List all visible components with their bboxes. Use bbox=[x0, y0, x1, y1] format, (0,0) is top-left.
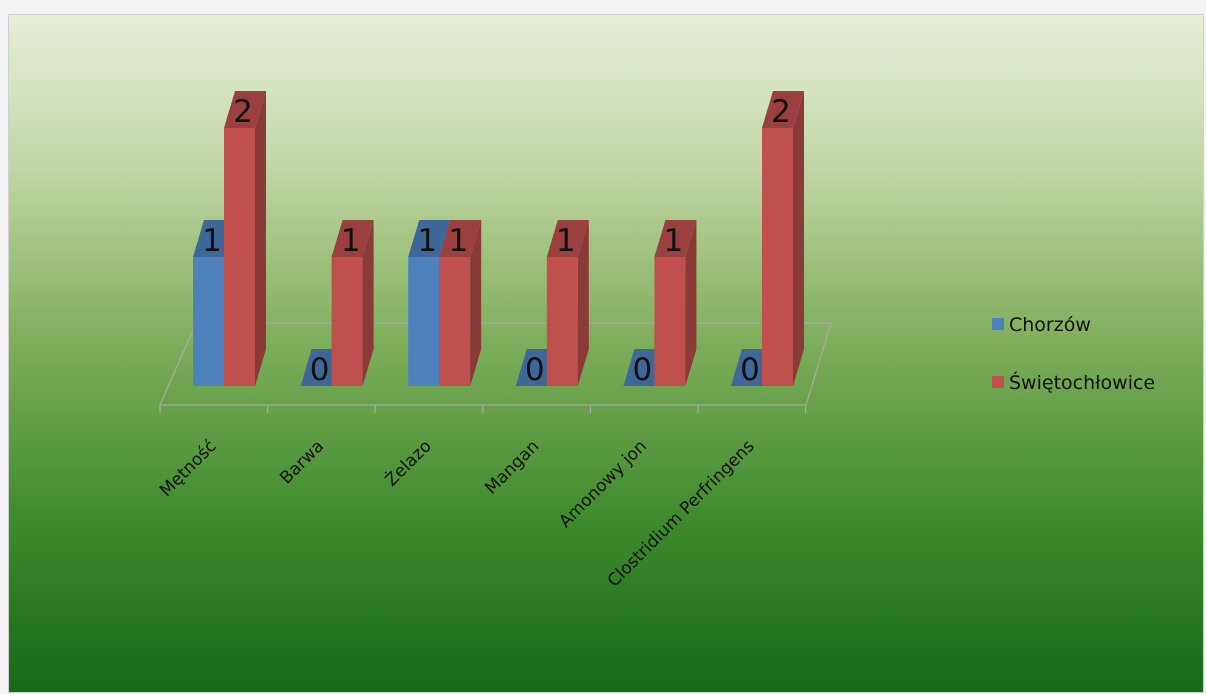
legend-label: Świętochłowice bbox=[1009, 370, 1155, 394]
category-labels: Mętność Barwa Żelazo Mangan Amonowy jonClost… bbox=[156, 436, 759, 592]
bar-swietochlowice-5 bbox=[762, 91, 804, 386]
data-label-swietochlowice-1: 1 bbox=[341, 223, 361, 259]
category-label-1: Barwa bbox=[276, 436, 328, 488]
data-label-swietochlowice-0: 2 bbox=[233, 94, 253, 130]
category-label-2: Żelazo bbox=[381, 436, 436, 491]
data-label-chorzow-4: 0 bbox=[633, 352, 653, 388]
legend-item-swietochlowice: Świętochłowice bbox=[992, 370, 1155, 394]
legend-swatch bbox=[992, 318, 1004, 330]
bar-swietochlowice-2 bbox=[439, 220, 482, 386]
category-label-3: Mangan bbox=[481, 436, 543, 498]
data-label-chorzow-1: 0 bbox=[310, 352, 330, 388]
data-label-swietochlowice-5: 2 bbox=[771, 94, 791, 130]
bar-series bbox=[193, 91, 804, 386]
legend-label: Chorzów bbox=[1009, 314, 1091, 336]
legend-swatch bbox=[992, 376, 1004, 388]
bar-swietochlowice-4 bbox=[654, 220, 697, 386]
bar-chorzow-2 bbox=[408, 220, 451, 386]
category-axis-ticks bbox=[159, 405, 807, 413]
bar-swietochlowice-1 bbox=[331, 220, 374, 386]
data-label-chorzow-3: 0 bbox=[525, 352, 545, 388]
legend: Chorzów Świętochłowice bbox=[992, 314, 1155, 394]
category-label-4: Amonowy jon bbox=[555, 436, 650, 531]
data-label-chorzow-2: 1 bbox=[417, 223, 437, 259]
data-label-swietochlowice-3: 1 bbox=[556, 223, 576, 259]
data-label-swietochlowice-4: 1 bbox=[664, 223, 684, 259]
data-label-chorzow-0: 1 bbox=[202, 223, 222, 259]
bar-swietochlowice-0 bbox=[224, 91, 266, 386]
data-label-swietochlowice-2: 1 bbox=[448, 223, 468, 259]
category-label-0: Mętność bbox=[156, 436, 220, 500]
data-label-chorzow-5: 0 bbox=[740, 352, 760, 388]
legend-item-chorzow: Chorzów bbox=[992, 314, 1091, 336]
bar-swietochlowice-3 bbox=[546, 220, 589, 386]
